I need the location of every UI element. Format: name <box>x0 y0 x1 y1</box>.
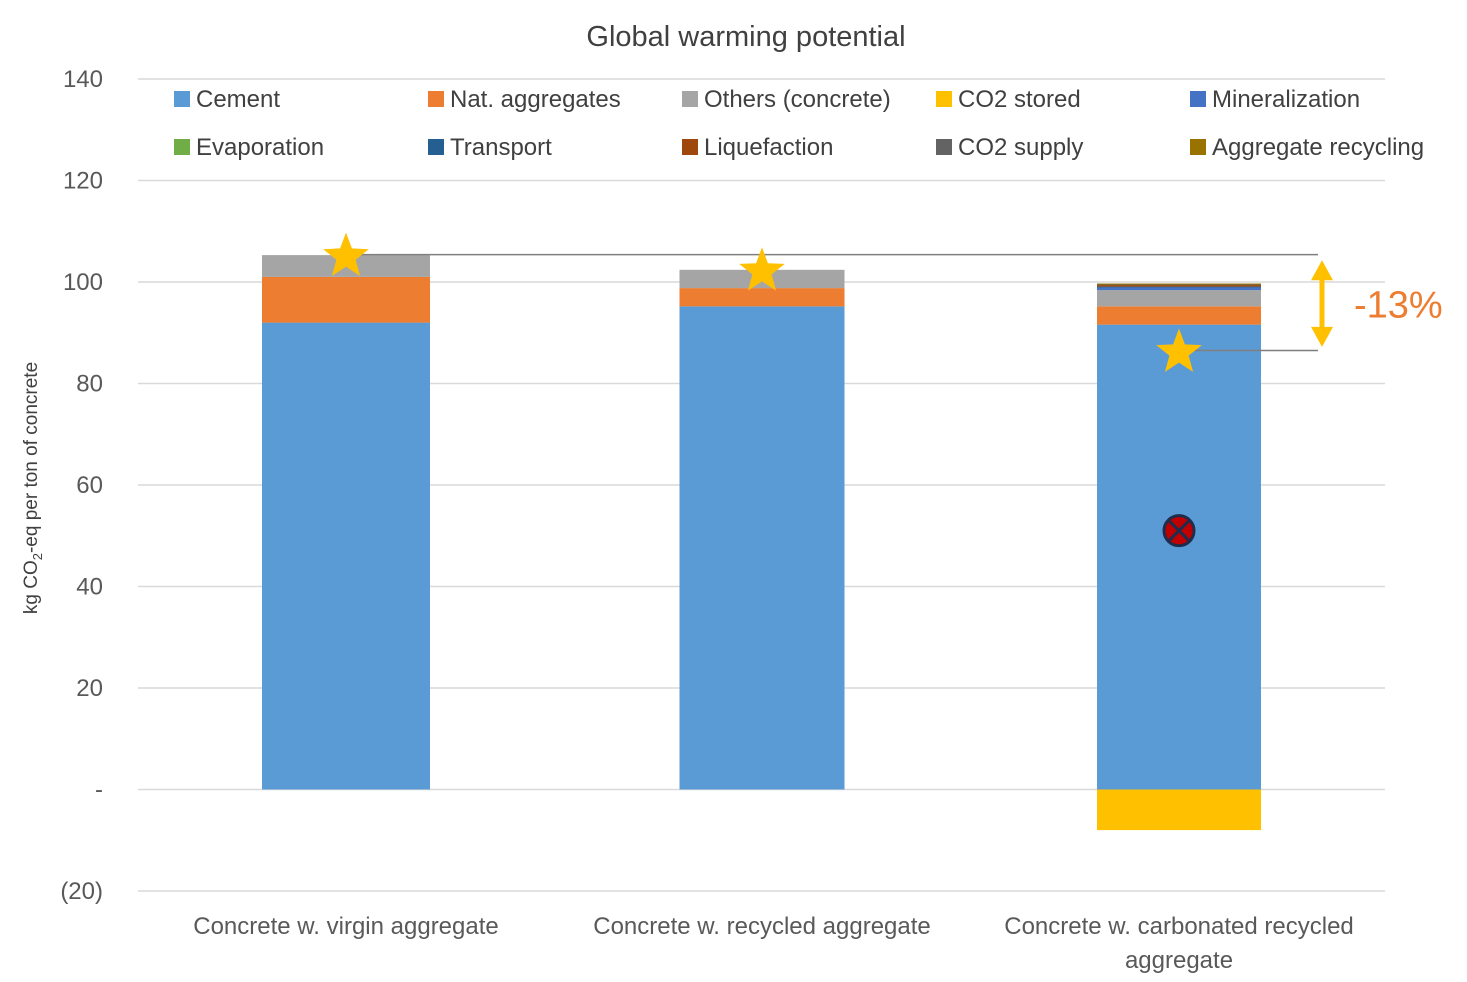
bar-segment <box>1097 286 1261 288</box>
legend-label: Mineralization <box>1212 86 1360 113</box>
y-tick-label: - <box>95 777 103 804</box>
category-labels: Concrete w. virgin aggregate Concrete w. … <box>193 913 1354 974</box>
legend-item: Liquefaction <box>682 134 833 161</box>
bar-segment <box>679 306 845 790</box>
legend-label: Cement <box>196 86 280 113</box>
arrow-head-up <box>1311 260 1333 281</box>
legend-item: CO2 supply <box>936 134 1083 161</box>
arrow-head-down <box>1311 326 1333 347</box>
y-tick-label: 80 <box>76 371 103 398</box>
bar-segment <box>1097 324 1261 790</box>
legend-item: Others (concrete) <box>682 86 891 113</box>
legend-swatch <box>682 91 698 107</box>
legend-swatch <box>174 139 190 155</box>
legend-label: CO2 supply <box>958 134 1083 161</box>
reference-lines <box>346 253 1318 352</box>
y-tick-labels: 140 120 100 80 60 40 20 - (20) <box>60 66 103 905</box>
y-tick-label: 140 <box>63 66 103 93</box>
category-label: Concrete w. carbonated recycled <box>1004 913 1354 940</box>
y-tick-label: 40 <box>76 574 103 601</box>
legend-swatch <box>936 91 952 107</box>
cross-circle-marker <box>1162 514 1196 548</box>
legend-swatch <box>682 139 698 155</box>
markers <box>323 232 1202 548</box>
bar-segment <box>1097 283 1261 285</box>
legend-label: Evaporation <box>196 134 324 161</box>
y-tick-label: 100 <box>63 269 103 296</box>
legend-swatch <box>1190 91 1206 107</box>
y-tick-label: 120 <box>63 168 103 195</box>
bar-segment <box>1097 789 1261 831</box>
bar-segment <box>1097 287 1261 291</box>
y-tick-label: (20) <box>60 878 103 905</box>
bar-segment <box>1097 290 1261 307</box>
legend-swatch <box>936 139 952 155</box>
bar-segment <box>679 288 845 307</box>
legend-item: Nat. aggregates <box>428 86 621 113</box>
legend-label: Aggregate recycling <box>1212 134 1424 161</box>
reduction-annotation: -13% <box>1311 260 1443 347</box>
legend-item: Transport <box>428 134 552 161</box>
bar-segment <box>262 276 430 323</box>
legend: Cement Nat. aggregates Others (concrete) CO… <box>174 86 1424 161</box>
legend-label: Others (concrete) <box>704 86 891 113</box>
legend-label: Nat. aggregates <box>450 86 621 113</box>
annotation-text: -13% <box>1354 285 1443 327</box>
category-label: Concrete w. recycled aggregate <box>593 913 931 940</box>
legend-swatch <box>428 139 444 155</box>
y-tick-label: 20 <box>76 675 103 702</box>
legend-label: Liquefaction <box>704 134 833 161</box>
star-marker <box>323 232 369 276</box>
bar-segment <box>1097 306 1261 325</box>
legend-item: CO2 stored <box>936 86 1081 113</box>
legend-item: Aggregate recycling <box>1190 134 1424 161</box>
y-axis-label: kg CO2-eq per ton of concrete <box>21 362 45 614</box>
bar-segment <box>1097 284 1261 286</box>
legend-item: Mineralization <box>1190 86 1360 113</box>
category-label: aggregate <box>1125 947 1233 974</box>
legend-label: CO2 stored <box>958 86 1081 113</box>
legend-item: Cement <box>174 86 280 113</box>
bar-segment <box>1097 285 1261 287</box>
bars <box>262 255 1261 831</box>
category-label: Concrete w. virgin aggregate <box>193 913 499 940</box>
star-marker <box>739 247 785 291</box>
chart-title: Global warming potential <box>586 21 905 53</box>
legend-swatch <box>174 91 190 107</box>
legend-swatch <box>1190 139 1206 155</box>
star-marker <box>1156 328 1202 372</box>
bar-segment <box>262 322 430 790</box>
legend-label: Transport <box>450 134 552 161</box>
y-tick-label: 60 <box>76 472 103 499</box>
legend-swatch <box>428 91 444 107</box>
legend-item: Evaporation <box>174 134 324 161</box>
